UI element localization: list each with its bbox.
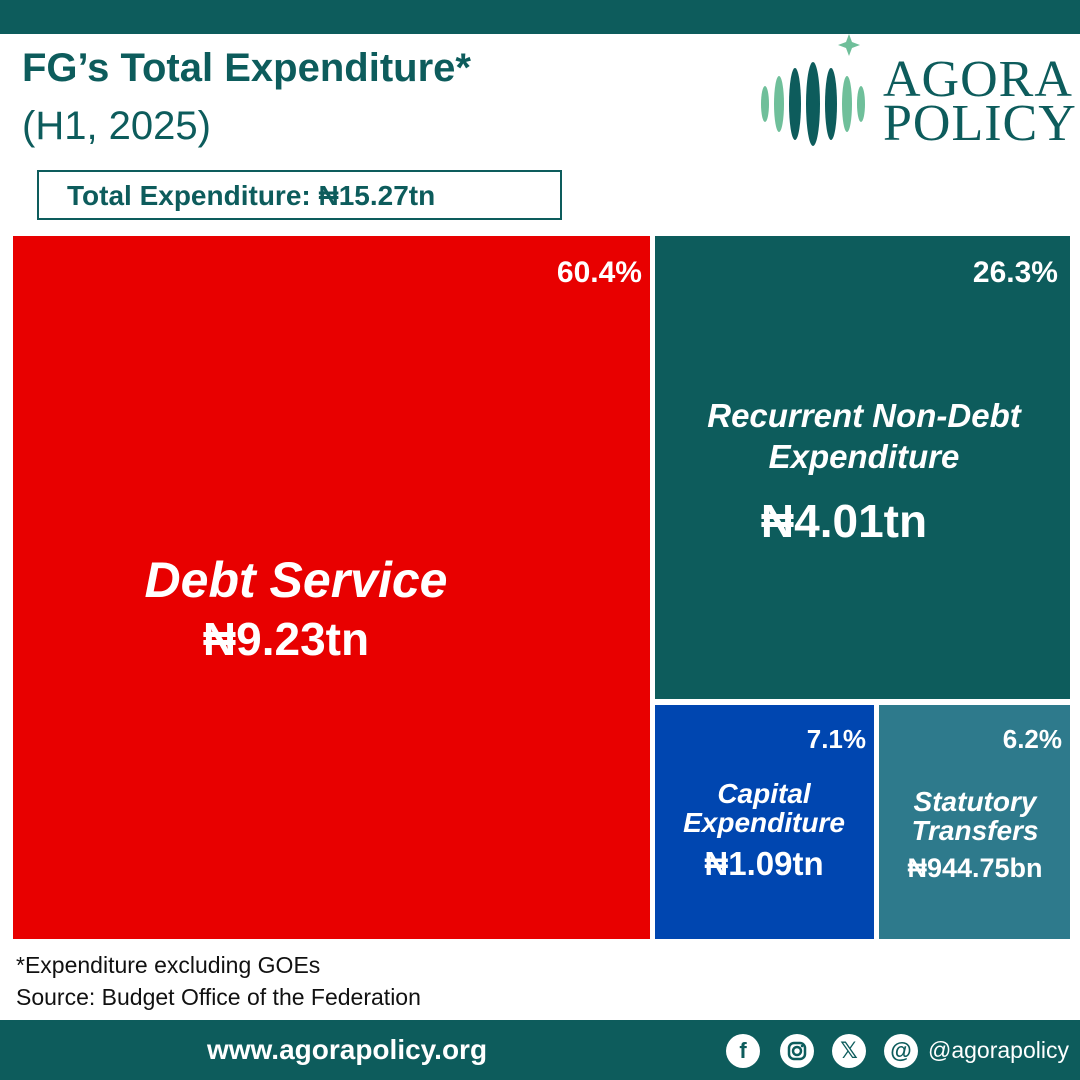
- debt-service-value: ₦9.23tn: [202, 613, 370, 665]
- logo-mark-icon: [761, 34, 865, 146]
- capital-percent: 7.1%: [806, 724, 866, 754]
- statutory-label-line2: Transfers: [911, 815, 1039, 846]
- recurrent-label-line2: Expenditure: [768, 438, 960, 475]
- statutory-value: ₦944.75bn: [907, 853, 1043, 883]
- page-title: FG’s Total Expenditure*: [22, 46, 471, 90]
- capital-label-line1: Capital: [717, 778, 811, 809]
- agora-policy-logo: AGORA POLICY: [755, 32, 1077, 152]
- total-expenditure-box: Total Expenditure: ₦15.27tn: [37, 170, 562, 220]
- footer-bar: www.agorapolicy.org f 𝕏 @ @agorapolicy: [0, 1020, 1080, 1080]
- instagram-icon[interactable]: [780, 1034, 814, 1068]
- source-note: Source: Budget Office of the Federation: [16, 984, 421, 1010]
- statutory-percent: 6.2%: [1002, 724, 1062, 754]
- total-expenditure-label: Total Expenditure: ₦15.27tn: [67, 180, 436, 211]
- recurrent-label-line1: Recurrent Non-Debt: [707, 397, 1021, 434]
- social-handle: @agorapolicy: [928, 1037, 1069, 1063]
- tile-debt-service: [13, 236, 650, 939]
- page-subtitle: (H1, 2025): [22, 104, 211, 148]
- debt-service-label: Debt Service: [144, 552, 448, 608]
- logo-word-policy: POLICY: [883, 95, 1077, 152]
- debt-service-percent: 60.4%: [556, 256, 642, 289]
- footnote: *Expenditure excluding GOEs: [16, 952, 321, 978]
- capital-value: ₦1.09tn: [704, 845, 824, 882]
- tile-recurrent-non-debt: [655, 236, 1070, 699]
- tile-capital-expenditure: [655, 705, 874, 939]
- recurrent-percent: 26.3%: [972, 256, 1058, 289]
- statutory-label-line1: Statutory: [913, 786, 1037, 817]
- capital-label-line2: Expenditure: [683, 807, 845, 838]
- top-banner: [0, 0, 1080, 34]
- recurrent-value: ₦4.01tn: [760, 495, 928, 547]
- threads-icon[interactable]: @: [884, 1034, 918, 1068]
- tile-statutory-transfers: [879, 705, 1070, 939]
- x-icon[interactable]: 𝕏: [832, 1034, 866, 1068]
- facebook-icon[interactable]: f: [726, 1034, 760, 1068]
- website-link[interactable]: www.agorapolicy.org: [207, 1034, 488, 1065]
- logo-word-agora: AGORA: [883, 51, 1073, 108]
